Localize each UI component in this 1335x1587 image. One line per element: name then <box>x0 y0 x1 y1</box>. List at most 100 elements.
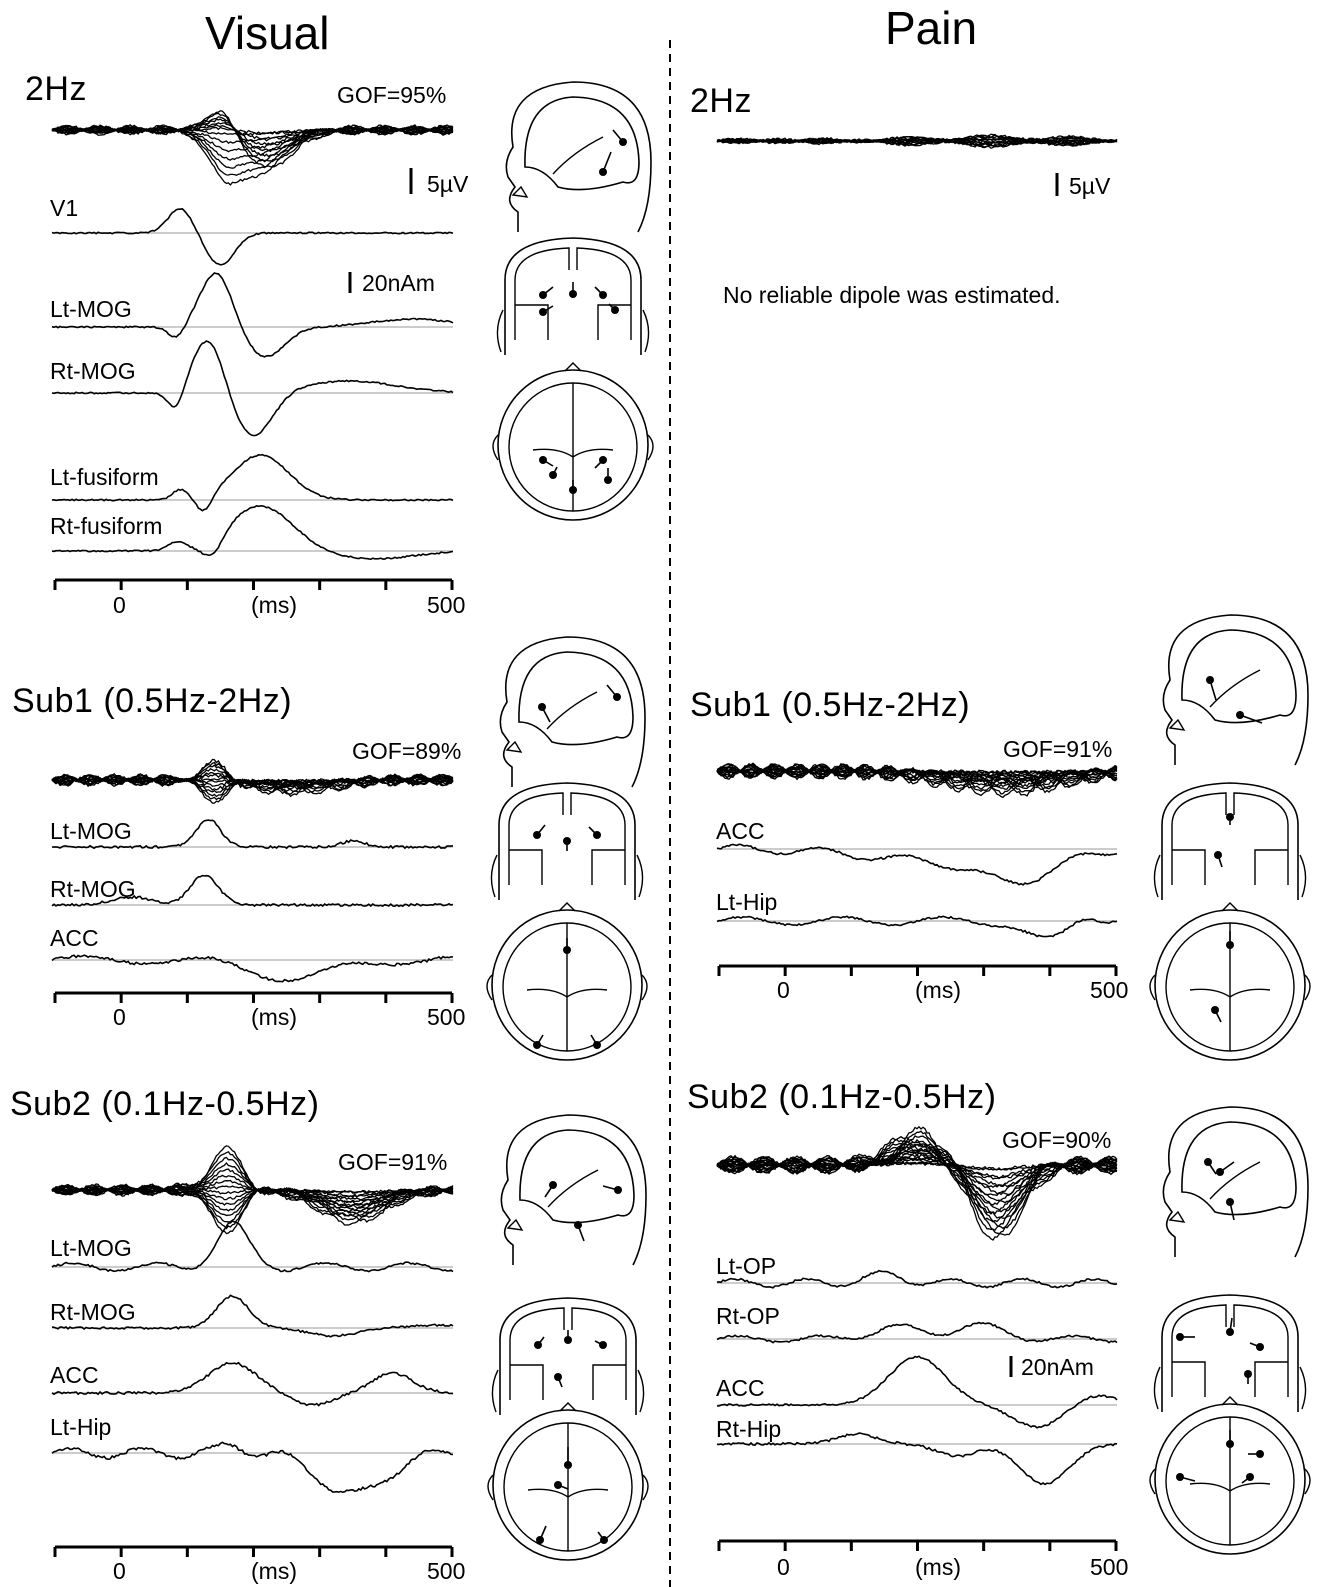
brain-coronal-outline <box>1171 792 1289 885</box>
head-coronal-outline <box>498 782 636 900</box>
head-axial-outline <box>1154 909 1306 1061</box>
axis-tick-0: 0 <box>113 592 126 618</box>
source-label: Rt-OP <box>716 1303 780 1329</box>
source-label: ACC <box>716 1375 765 1401</box>
head-axial-outline <box>497 369 649 521</box>
source-label: Lt-MOG <box>50 296 132 322</box>
ear-outline <box>487 1474 649 1501</box>
dipole-marker <box>539 456 547 464</box>
head-sagittal-outline <box>505 81 652 233</box>
gof-pain-sub1: GOF=91% <box>1003 736 1113 762</box>
waveform-trace <box>51 954 454 983</box>
dipole-marker <box>539 291 547 299</box>
brain-outline <box>519 1129 635 1224</box>
dipole-marker <box>1211 1006 1219 1014</box>
column-title-pain: Pain <box>885 2 978 54</box>
panel-title-visual-sub1: Sub1 (0.5Hz-2Hz) <box>12 682 293 720</box>
dipole-marker <box>549 471 557 479</box>
dipole-marker <box>614 1186 622 1194</box>
dipole-marker <box>1214 851 1222 859</box>
ear-marker <box>506 1218 524 1231</box>
dipole-marker <box>593 1041 601 1049</box>
axis-tick-500: 500 <box>427 1558 466 1584</box>
panel-title-pain-sub1: Sub1 (0.5Hz-2Hz) <box>690 686 971 724</box>
dipole-marker <box>536 1536 544 1544</box>
waveform-trace <box>716 843 1118 886</box>
nose-marker <box>1221 1396 1239 1406</box>
dipole-marker <box>554 1481 562 1489</box>
brain-coronal-outline <box>514 247 632 340</box>
dipole-marker <box>534 1341 542 1349</box>
source-label: Lt-MOG <box>50 818 132 844</box>
butterfly-trace <box>716 1130 1118 1230</box>
axis-tick-0: 0 <box>777 977 790 1003</box>
nose-marker <box>564 362 582 372</box>
waveform-trace <box>51 340 454 437</box>
butterfly-trace <box>51 758 454 798</box>
butterfly-trace <box>716 137 1118 149</box>
butterfly-trace <box>51 1145 454 1223</box>
ear-outline <box>490 854 644 898</box>
dipole-marker <box>1236 711 1244 719</box>
butterfly-trace <box>716 133 1118 145</box>
brain-outline <box>518 651 634 746</box>
ear-outline <box>486 974 648 1001</box>
ear-outline <box>492 434 654 461</box>
sulcus-line <box>552 136 604 175</box>
brain-coronal-outline <box>508 792 626 885</box>
voltage-scale-pain-2hz: 5µV <box>1069 173 1111 199</box>
head-axial-outline <box>492 1409 644 1561</box>
source-label: Lt-fusiform <box>50 464 159 490</box>
axis-unit: (ms) <box>251 1558 297 1584</box>
ear-marker <box>1168 718 1186 731</box>
waveform-trace <box>51 453 454 512</box>
waveform-trace <box>716 1269 1118 1289</box>
source-label: ACC <box>50 925 99 951</box>
panel-title-visual-2hz: 2Hz <box>25 70 87 108</box>
moment-scale-visual-2hz: 20nAm <box>362 270 435 296</box>
source-label: Rt-fusiform <box>50 513 163 539</box>
dipole-marker <box>1176 1333 1184 1341</box>
gof-visual-sub2: GOF=91% <box>338 1149 448 1175</box>
axis-tick-0: 0 <box>113 1004 126 1030</box>
dipole-marker <box>1256 1343 1264 1351</box>
dipole-marker <box>563 946 571 954</box>
ear-outline <box>1149 974 1311 1001</box>
head-axial-outline <box>491 909 643 1061</box>
dipole-marker <box>613 693 621 701</box>
waveform-trace <box>51 272 454 358</box>
source-label: Lt-MOG <box>50 1235 132 1261</box>
dipole-marker <box>1216 1168 1224 1176</box>
dipole-marker <box>1226 1198 1234 1206</box>
brain-outline <box>1181 629 1297 724</box>
waveform-trace <box>51 1361 454 1407</box>
panel-title-visual-sub2: Sub2 (0.1Hz-0.5Hz) <box>10 1085 320 1123</box>
dipole-marker <box>563 837 571 845</box>
head-sagittal-outline <box>500 1114 647 1266</box>
nose-marker <box>559 1402 577 1412</box>
head-axial-outline <box>1154 1403 1306 1555</box>
dipole-marker <box>1226 1328 1234 1336</box>
source-label: Rt-MOG <box>50 876 136 902</box>
dipole-marker <box>538 703 546 711</box>
panel-title-pain-sub2: Sub2 (0.1Hz-0.5Hz) <box>687 1078 997 1116</box>
axis-unit: (ms) <box>251 592 297 618</box>
head-coronal-outline <box>1161 782 1299 900</box>
axis-unit: (ms) <box>251 1004 297 1030</box>
dipole-marker <box>533 831 541 839</box>
dipole-marker <box>1176 1473 1184 1481</box>
axis-tick-0: 0 <box>777 1554 790 1580</box>
source-label: Rt-Hip <box>716 1416 782 1442</box>
waveform-trace <box>51 819 454 850</box>
dipole-marker <box>1246 1473 1254 1481</box>
dipole-marker <box>619 138 627 146</box>
dipole-marker <box>569 290 577 298</box>
nose-marker <box>558 902 576 912</box>
source-label: Lt-Hip <box>50 1414 112 1440</box>
sulcus-line <box>547 1169 599 1208</box>
dipole-marker <box>1206 676 1214 684</box>
dipole-marker <box>539 308 547 316</box>
axis-tick-500: 500 <box>1090 977 1129 1003</box>
